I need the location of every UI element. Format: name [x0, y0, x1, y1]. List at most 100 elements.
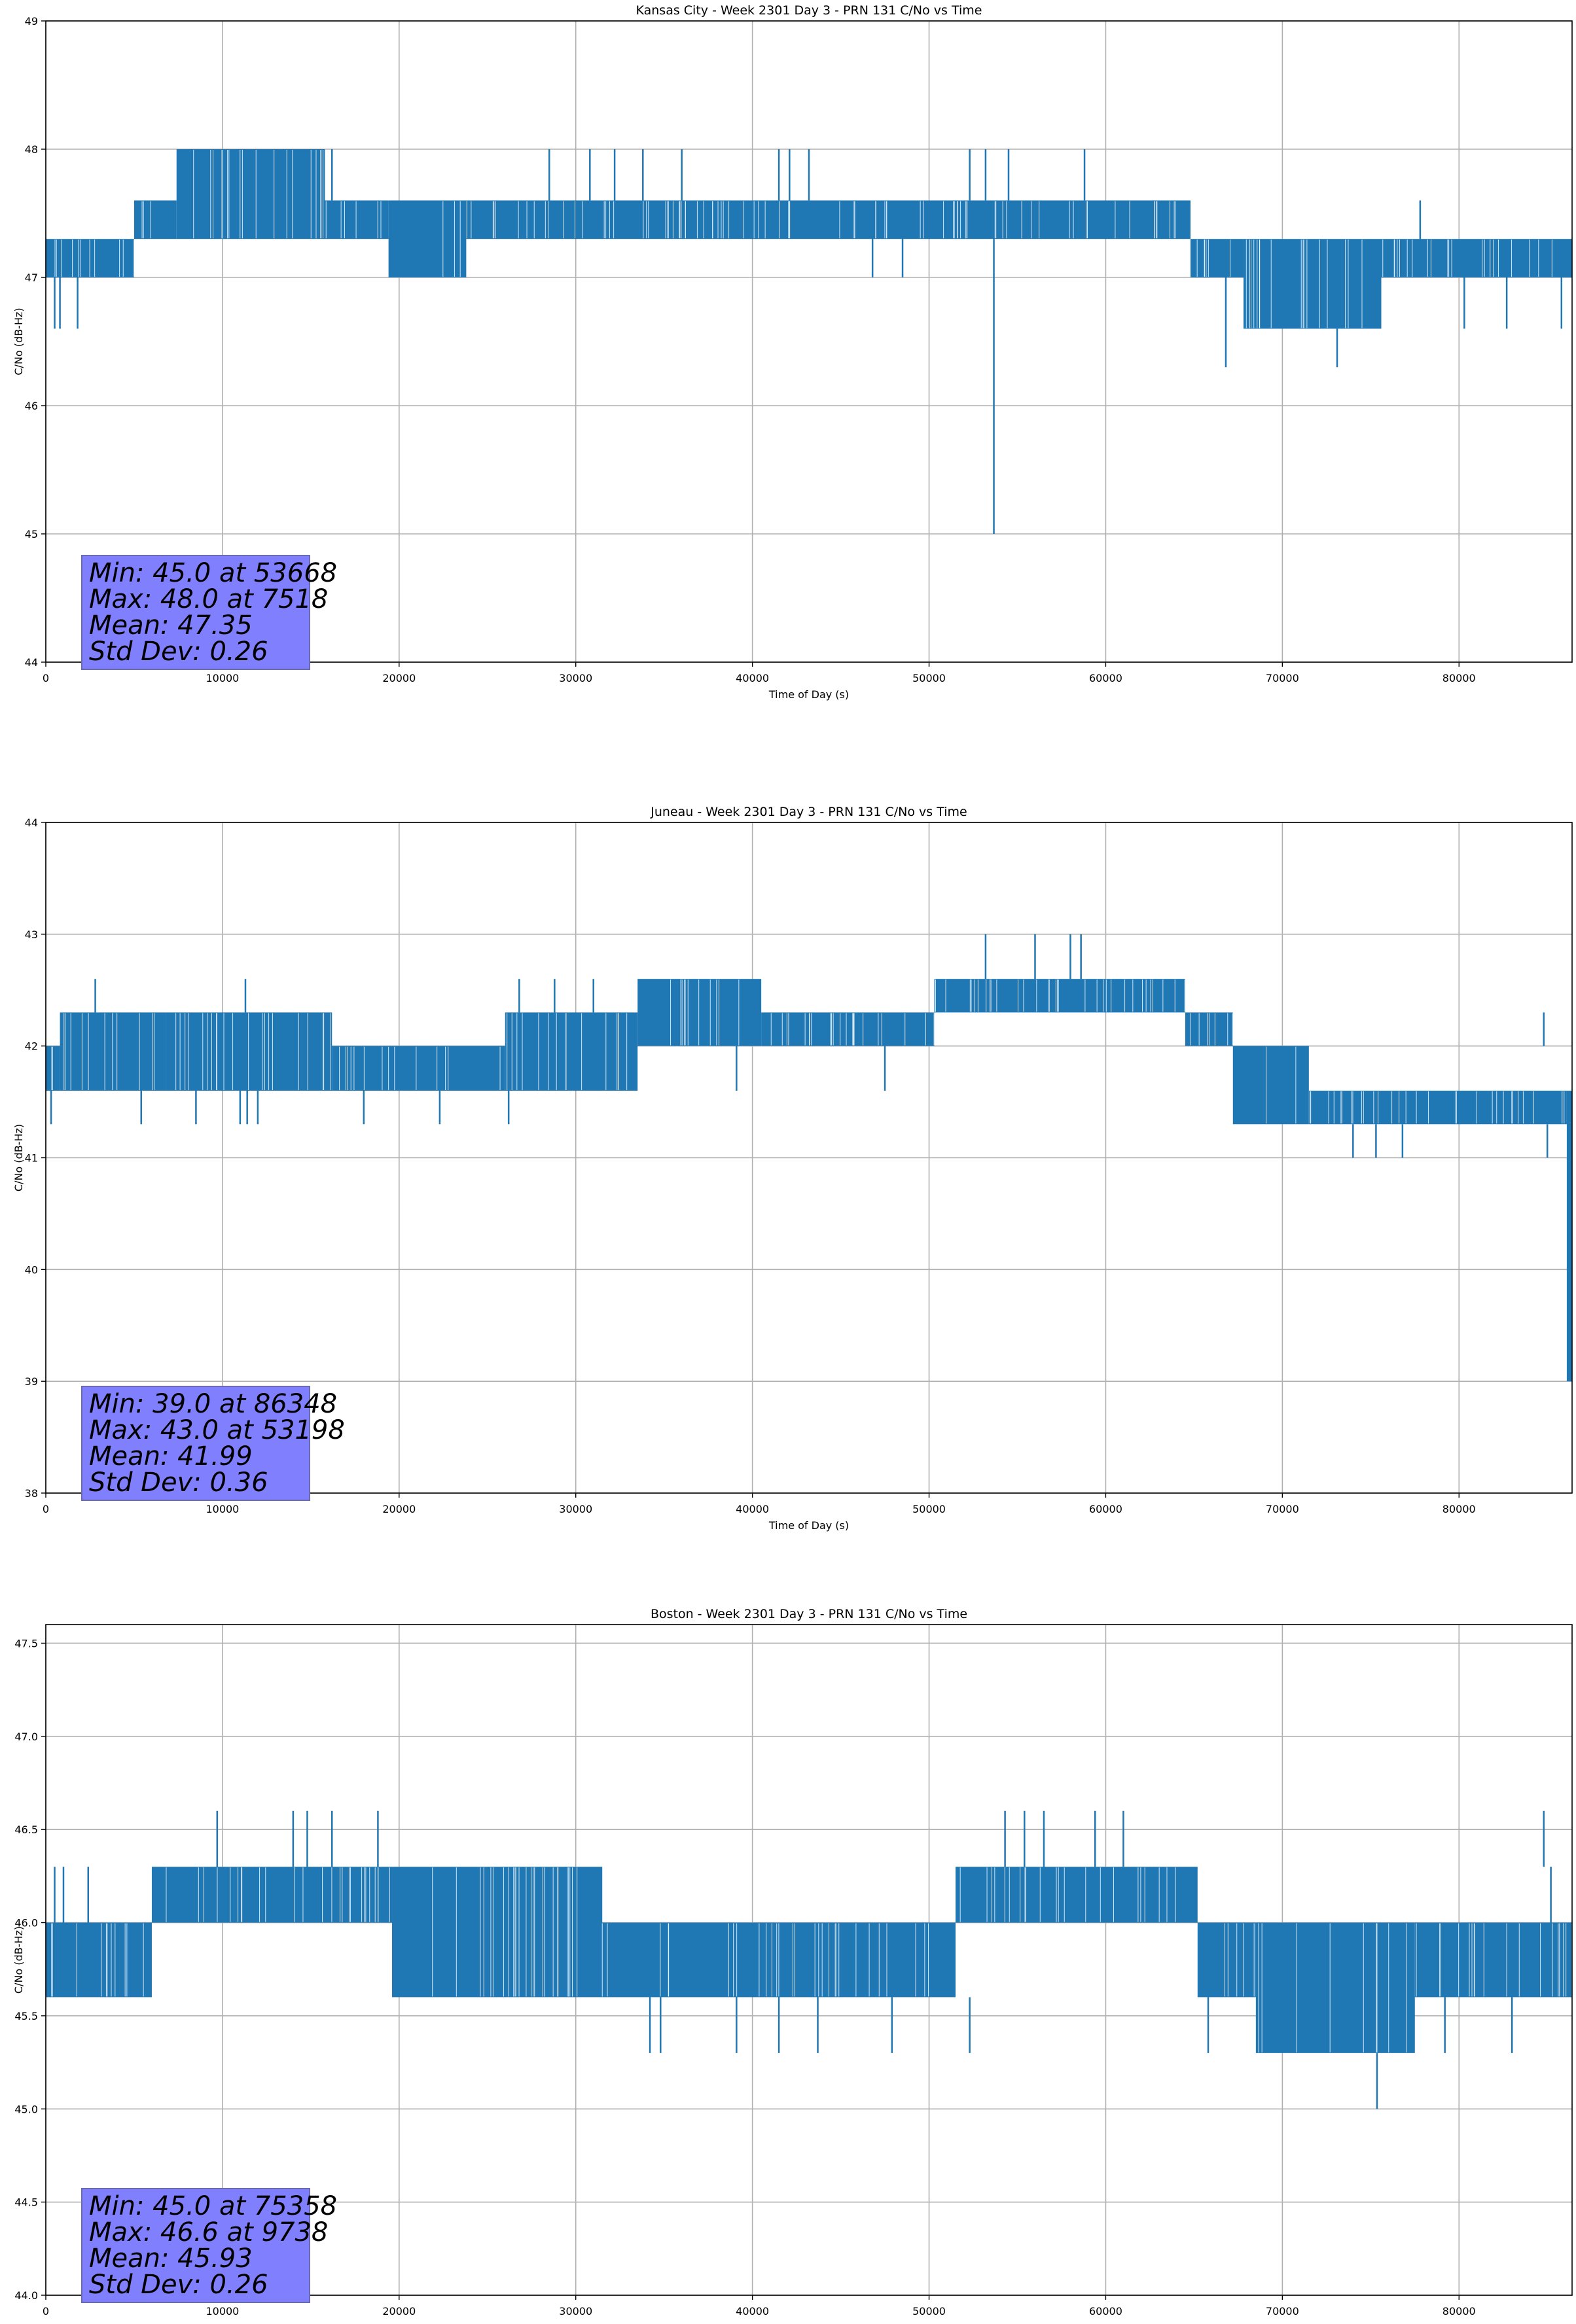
x-tick-label: 10000	[206, 1503, 239, 1515]
x-axis-label: Time of Day (s)	[768, 1519, 849, 1532]
y-axis-label: C/No (dB-Hz)	[12, 308, 25, 375]
x-tick-label: 80000	[1442, 2305, 1476, 2317]
x-tick-label: 20000	[382, 1503, 416, 1515]
x-tick-label: 10000	[206, 672, 239, 684]
x-tick-label: 20000	[382, 2305, 416, 2317]
axes-frame	[45, 1624, 1573, 2296]
data-band	[134, 200, 177, 239]
x-tick-label: 20000	[382, 672, 416, 684]
y-tick-label: 47	[25, 272, 38, 284]
chart-title: Kansas City - Week 2301 Day 3 - PRN 131 …	[636, 3, 982, 18]
y-tick-label: 44.5	[14, 2196, 38, 2209]
x-tick-label: 50000	[912, 2305, 946, 2317]
x-tick-label: 80000	[1442, 1503, 1476, 1515]
x-tick-label: 70000	[1266, 672, 1299, 684]
data-band	[1232, 1046, 1309, 1125]
data-band	[637, 979, 762, 1046]
stats-line: Mean: 45.93	[89, 2244, 253, 2274]
data-band	[388, 200, 467, 277]
x-tick-label: 30000	[559, 1503, 592, 1515]
stats-box: Min: 39.0 at 86348 Max: 43.0 at 53198 Mean…	[81, 1386, 345, 1501]
axes-frame	[45, 20, 1573, 663]
stats-line: Max: 43.0 at 53198	[89, 1415, 345, 1445]
x-tick-label: 60000	[1089, 672, 1122, 684]
data-band	[1197, 1922, 1256, 1998]
data-band	[1414, 1922, 1572, 1998]
y-axis-label: C/No (dB-Hz)	[12, 1926, 25, 1994]
y-tick-label: 42	[25, 1040, 38, 1053]
y-tick-label: 43	[25, 928, 38, 941]
y-tick-label: 46.5	[14, 1823, 38, 1836]
data-band	[325, 200, 389, 239]
x-tick-label: 0	[43, 1503, 49, 1515]
y-tick-label: 44.0	[14, 2289, 38, 2302]
chart-panel-2: 0 10000 20000 30000 40000 50000 60000 70000 8000…	[12, 805, 1573, 1532]
chart-title: Juneau - Week 2301 Day 3 - PRN 131 C/No …	[650, 805, 967, 819]
y-tick-label: 46	[25, 400, 38, 412]
y-tick-label: 46.0	[14, 1917, 38, 1929]
data-band	[1308, 1091, 1567, 1125]
x-tick-label: 30000	[559, 672, 592, 684]
y-tick-label: 47.0	[14, 1731, 38, 1743]
y-tick-label: 45.5	[14, 2010, 38, 2022]
x-tick-label: 10000	[206, 2305, 239, 2317]
data-band	[392, 1867, 603, 1998]
y-tick-label: 38	[25, 1487, 38, 1500]
data-band	[934, 979, 1185, 1013]
stats-line: Mean: 47.35	[89, 610, 253, 641]
data-band	[505, 1012, 638, 1091]
data-series	[46, 1810, 1572, 2109]
data-band	[1243, 239, 1382, 329]
x-tick-label: 0	[43, 2305, 49, 2317]
stats-line: Std Dev: 0.26	[89, 637, 268, 667]
x-tick-label: 80000	[1442, 672, 1476, 684]
y-axis-label: C/No (dB-Hz)	[12, 1124, 25, 1191]
x-tick-label: 40000	[736, 2305, 769, 2317]
data-band	[1566, 1091, 1572, 1382]
y-tick-label: 41	[25, 1152, 38, 1165]
x-tick-label: 0	[43, 672, 49, 684]
data-band	[956, 1867, 1198, 1923]
axes-frame	[45, 822, 1573, 1494]
stats-box: Min: 45.0 at 53668 Max: 48.0 at 7518 Mean:…	[81, 555, 337, 670]
stats-line: Std Dev: 0.26	[89, 2270, 268, 2300]
y-tick-label: 40	[25, 1263, 38, 1276]
x-tick-label: 60000	[1089, 2305, 1122, 2317]
data-band	[1255, 1922, 1415, 2053]
stats-line: Min: 45.0 at 75358	[89, 2191, 338, 2221]
data-band	[176, 149, 325, 239]
stats-line: Min: 39.0 at 86348	[89, 1389, 338, 1419]
y-tick-label: 44	[25, 656, 38, 669]
data-band	[332, 1046, 505, 1091]
y-tick-label: 49	[25, 15, 38, 27]
data-band	[60, 1012, 166, 1091]
x-tick-label: 40000	[736, 672, 769, 684]
stats-line: Max: 48.0 at 7518	[89, 584, 329, 614]
stats-line: Std Dev: 0.36	[89, 1468, 268, 1498]
data-band	[166, 1012, 332, 1091]
chart-panel-3: 0 10000 20000 30000 40000 50000 60000 70000 8000…	[12, 1607, 1573, 2324]
data-band	[1191, 239, 1244, 277]
data-band	[46, 1922, 152, 1998]
x-tick-label: 30000	[559, 2305, 592, 2317]
y-tick-label: 39	[25, 1375, 38, 1388]
data-band	[1381, 239, 1572, 277]
data-series	[46, 934, 1572, 1382]
x-tick-label: 60000	[1089, 1503, 1122, 1515]
stats-box: Min: 45.0 at 75358 Max: 46.6 at 9738 Mean:…	[81, 2188, 338, 2303]
x-tick-label: 40000	[736, 1503, 769, 1515]
stats-line: Mean: 41.99	[89, 1441, 253, 1471]
y-tick-label: 44	[25, 817, 38, 829]
chart-panel-1: 0 10000 20000 30000 40000 50000 60000 70000 8000…	[12, 3, 1573, 701]
data-band	[151, 1867, 393, 1923]
stats-line: Max: 46.6 at 9738	[89, 2217, 329, 2247]
y-tick-label: 45	[25, 528, 38, 540]
x-tick-label: 70000	[1266, 1503, 1299, 1515]
x-tick-label: 50000	[912, 672, 946, 684]
data-series	[46, 149, 1572, 534]
x-tick-label: 50000	[912, 1503, 946, 1515]
y-tick-label: 45.0	[14, 2103, 38, 2115]
data-band	[761, 1012, 935, 1046]
